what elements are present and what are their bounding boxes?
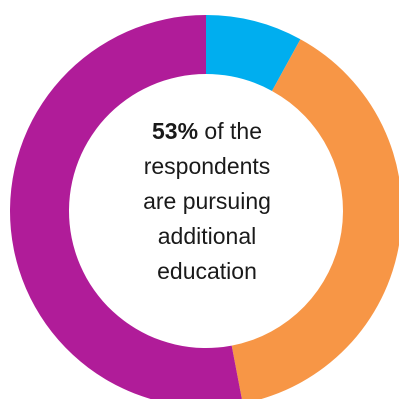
annotation-line-2: respondents (143, 153, 271, 179)
donut-slice-3 (10, 15, 242, 399)
donut-slice-1 (206, 15, 301, 91)
annotation-line-5: education (157, 258, 257, 284)
donut-slice-2 (231, 39, 399, 399)
center-annotation: 53% of the respondents are pursuing addi… (107, 114, 307, 310)
annotation-text-1: of the (198, 118, 262, 144)
annotation-highlight: 53% (152, 118, 199, 144)
annotation-line-1: 53% of the (107, 114, 307, 149)
annotation-line-4: additional (157, 223, 257, 249)
annotation-line-3: are pursuing (143, 188, 271, 214)
